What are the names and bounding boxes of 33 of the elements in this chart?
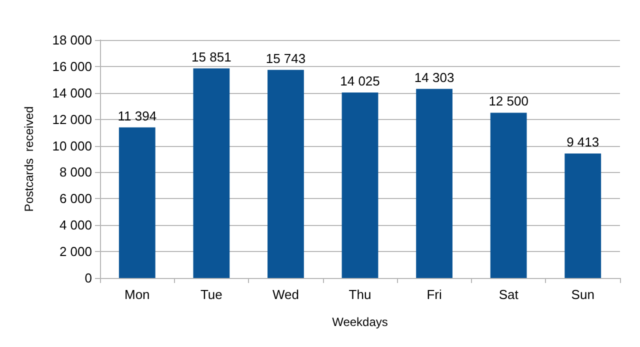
x-tick-label: Sat <box>498 287 519 302</box>
x-tick-label: Wed <box>272 287 299 302</box>
y-tick-label: 0 <box>84 270 92 286</box>
data-label: 14 303 <box>414 70 454 85</box>
x-tick-label: Tue <box>200 287 222 302</box>
y-tick-label: 10 000 <box>52 138 92 154</box>
data-label: 11 394 <box>118 108 157 124</box>
x-tick-label: Sun <box>571 287 594 302</box>
data-label: 15 851 <box>192 49 232 64</box>
x-tick-label: Thu <box>348 287 372 302</box>
y-tick-label: 4 000 <box>59 218 92 233</box>
bar <box>342 92 378 278</box>
bar <box>268 70 304 278</box>
x-axis-title: Weekdays <box>332 315 388 329</box>
y-tick-label: 8 000 <box>59 164 92 180</box>
bar <box>416 88 452 278</box>
y-tick-label: 14 000 <box>52 85 92 100</box>
data-label: 9 413 <box>566 134 600 150</box>
data-label: 12 500 <box>488 94 528 109</box>
bar <box>193 68 230 278</box>
y-tick-label: 18 000 <box>52 32 92 48</box>
bar <box>564 154 602 278</box>
y-tick-label: 12 000 <box>52 112 92 127</box>
y-tick-label: 6 000 <box>59 191 92 206</box>
data-label: 14 025 <box>340 74 380 89</box>
x-tick-label: Fri <box>426 287 442 302</box>
bar <box>118 127 156 278</box>
bar <box>490 112 527 278</box>
y-tick-label: 2 000 <box>59 244 92 260</box>
x-tick-label: Mon <box>124 287 150 302</box>
y-tick-label: 16 000 <box>52 58 92 74</box>
data-label: 15 743 <box>266 50 306 66</box>
y-axis-title: Postcards received <box>22 106 36 212</box>
